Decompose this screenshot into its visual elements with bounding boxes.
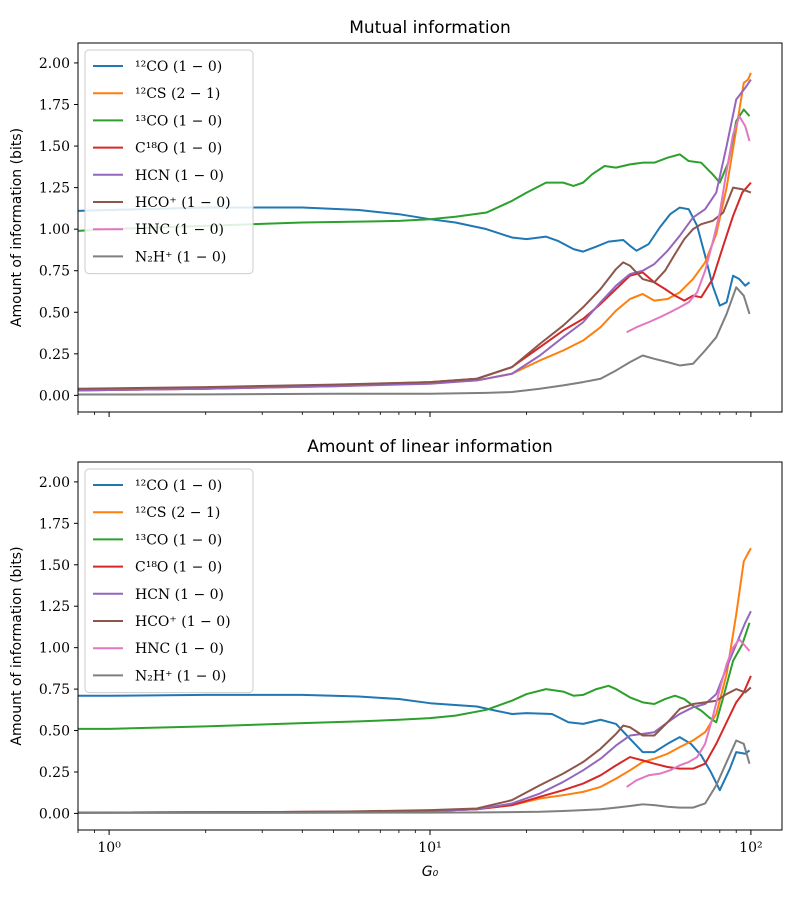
legend: ¹²CO (1 − 0) ¹²CS (2 − 1) ¹³CO (1 − 0) C¹⁸O… xyxy=(84,49,254,275)
x-tick-label: 10¹ xyxy=(418,840,441,856)
series-line-6 xyxy=(626,638,751,788)
series-line-7 xyxy=(78,739,751,814)
series-line-5 xyxy=(78,186,752,390)
y-tick-label: 1.75 xyxy=(39,516,70,532)
mutual-information-panel: Mutual information Amount of information … xyxy=(9,18,783,417)
y-axis-label: Amount of information (bits) xyxy=(9,546,25,745)
legend-label: HCO⁺ (1 − 0) xyxy=(135,614,231,630)
series-line-0 xyxy=(78,693,751,792)
series-lines xyxy=(78,72,752,396)
series-line-2 xyxy=(78,108,751,232)
y-tick-label: 1.50 xyxy=(39,139,70,155)
legend-label: ¹²CO (1 − 0) xyxy=(135,59,222,75)
legend-label: N₂H⁺ (1 − 0) xyxy=(135,668,226,684)
legend: ¹²CO (1 − 0) ¹²CS (2 − 1) ¹³CO (1 − 0) C¹⁸O… xyxy=(84,468,254,694)
y-tick-label: 2.00 xyxy=(39,475,70,491)
series-line-3 xyxy=(78,675,752,814)
legend-box xyxy=(84,49,254,275)
y-tick-label: 1.25 xyxy=(39,599,70,615)
y-tick-label: 0.00 xyxy=(39,806,70,822)
legend-label: ¹³CO (1 − 0) xyxy=(135,113,222,129)
y-tick-label: 0.00 xyxy=(39,388,70,404)
x-tick-label: 10² xyxy=(739,840,762,856)
linear-information-panel: Amount of linear information Amount of in… xyxy=(9,437,783,856)
series-line-2 xyxy=(78,622,751,730)
series-line-5 xyxy=(78,686,752,814)
series-line-6 xyxy=(626,115,751,334)
legend-label: ¹²CO (1 − 0) xyxy=(135,478,222,494)
y-tick-label: 0.75 xyxy=(39,264,70,280)
y-tick-label: 0.25 xyxy=(39,765,70,781)
x-tick-label: 10⁰ xyxy=(97,840,121,856)
chart-title: Mutual information xyxy=(349,18,511,38)
legend-box xyxy=(84,468,254,694)
legend-label: HCO⁺ (1 − 0) xyxy=(135,195,231,211)
y-tick-label: 0.25 xyxy=(39,347,70,363)
legend-label: C¹⁸O (1 − 0) xyxy=(135,560,222,576)
y-tick-label: 0.50 xyxy=(39,724,70,740)
legend-label: ¹²CS (2 − 1) xyxy=(135,86,220,102)
series-line-7 xyxy=(78,286,751,396)
y-tick-label: 1.25 xyxy=(39,181,70,197)
legend-label: C¹⁸O (1 − 0) xyxy=(135,141,222,157)
y-tick-label: 1.75 xyxy=(39,98,70,114)
y-tick-label: 0.75 xyxy=(39,682,70,698)
legend-label: HCN (1 − 0) xyxy=(135,168,224,184)
chart-title: Amount of linear information xyxy=(307,437,553,457)
legend-label: HNC (1 − 0) xyxy=(135,641,224,657)
y-axis-label: Amount of information (bits) xyxy=(9,128,25,327)
legend-label: ¹²CS (2 − 1) xyxy=(135,505,220,521)
y-tick-label: 2.00 xyxy=(39,56,70,72)
legend-label: HNC (1 − 0) xyxy=(135,222,224,238)
y-tick-label: 0.50 xyxy=(39,305,70,321)
legend-label: N₂H⁺ (1 − 0) xyxy=(135,249,226,265)
y-tick-label: 1.50 xyxy=(39,558,70,574)
series-lines xyxy=(78,547,752,814)
series-line-4 xyxy=(78,79,752,392)
y-tick-label: 1.00 xyxy=(39,222,70,238)
y-tick-label: 1.00 xyxy=(39,641,70,657)
series-line-0 xyxy=(78,206,751,307)
legend-label: ¹³CO (1 − 0) xyxy=(135,532,222,548)
x-axis-label: G₀ xyxy=(422,864,439,880)
legend-label: HCN (1 − 0) xyxy=(135,587,224,603)
